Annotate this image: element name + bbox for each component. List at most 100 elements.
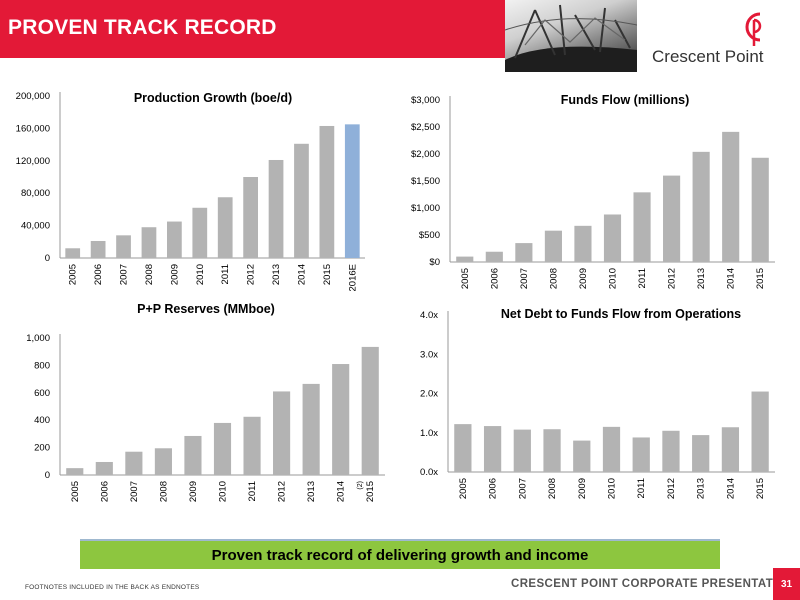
page-number: 31 [773, 568, 800, 600]
bar [116, 235, 131, 258]
x-tick-label: 2013 [696, 478, 707, 499]
y-tick-label: 3.0x [420, 349, 438, 360]
bar [574, 225, 592, 262]
x-tick-label: 2013 [306, 481, 317, 502]
x-tick-label: 2012 [246, 264, 257, 285]
bar [154, 448, 172, 475]
bar [66, 468, 84, 475]
x-tick-label: 2009 [578, 268, 589, 289]
chart-title: Net Debt to Funds Flow from Operations [501, 307, 741, 321]
x-tick-label: 2006 [93, 264, 104, 285]
bar [692, 435, 710, 472]
x-tick-label: 2006 [99, 481, 110, 502]
bar [456, 256, 474, 262]
y-tick-label: 800 [34, 360, 50, 371]
x-tick-label: 2012 [277, 481, 288, 502]
x-tick-label: 2005 [458, 478, 469, 499]
photo-graphic [505, 4, 637, 72]
y-tick-label: $3,000 [411, 95, 440, 106]
bar [217, 197, 233, 258]
footnote: FOOTNOTES INCLUDED IN THE BACK AS ENDNOT… [25, 584, 200, 591]
x-tick-label: 2005 [70, 481, 81, 502]
reserves-chart: P+P Reserves (MMboe) 0 200 400 600 800 1,000 20… [26, 302, 385, 502]
x-tick-label: 2009 [577, 478, 588, 499]
brand-name: Crescent Point [652, 47, 764, 66]
y-tick-label: $2,500 [411, 122, 440, 133]
x-tick-label: 2010 [218, 481, 229, 502]
funds-flow-chart: Funds Flow (millions) $0 $500 $1,000 $1,500 $… [411, 93, 775, 289]
x-tick-label: 2014 [296, 264, 307, 285]
bar [184, 435, 202, 475]
x-tick-label: 2006 [488, 478, 499, 499]
bar [90, 240, 106, 258]
net-debt-chart: Net Debt to Funds Flow from Operations 0.… [420, 307, 775, 499]
header-photo [505, 0, 637, 72]
bar [483, 426, 502, 472]
y-tick-label: $0 [429, 257, 440, 268]
callout-banner: Proven track record of delivering growth… [80, 539, 720, 569]
y-tick-label: 0 [45, 470, 50, 481]
bar [663, 175, 681, 262]
bar [544, 230, 562, 262]
y-tick-label: $1,500 [411, 176, 440, 187]
y-tick-label: 1,000 [26, 333, 50, 344]
bar [332, 364, 350, 475]
bar [515, 243, 533, 262]
callout-text: Proven track record of delivering growth… [211, 546, 589, 564]
x-tick-label: 2010 [607, 478, 618, 499]
x-tick-label: 2014 [336, 481, 347, 502]
x-tick-label: 2007 [119, 264, 130, 285]
x-tick-label: 2005 [68, 264, 79, 285]
bar [603, 214, 622, 262]
x-tick-label: 2015 [322, 264, 333, 285]
x-tick-label: 2008 [547, 478, 558, 499]
crescent-point-logo-icon [745, 12, 762, 46]
y-tick-label: $500 [419, 230, 440, 241]
x-tick-label: 2015 [755, 478, 766, 499]
y-tick-label: 4.0x [420, 310, 438, 321]
y-tick-label: 1.0x [420, 428, 438, 439]
bar [95, 461, 113, 475]
x-tick-label: 2008 [158, 481, 169, 502]
bar [485, 251, 503, 262]
chart-title: Funds Flow (millions) [561, 93, 689, 107]
x-tick-label: 2011 [247, 481, 258, 501]
y-tick-label: 0 [45, 253, 50, 264]
bar [662, 430, 680, 472]
annotation-label: (2) [357, 481, 364, 490]
x-tick-label: 2012 [666, 478, 677, 499]
bar [319, 125, 335, 258]
x-tick-label: 2012 [667, 268, 678, 289]
chart-title: Production Growth (boe/d) [134, 91, 292, 105]
x-tick-label: 2009 [188, 481, 199, 502]
bar [632, 437, 650, 472]
page-title: PROVEN TRACK RECORD [8, 16, 277, 39]
bar [294, 143, 309, 258]
x-tick-label: 2007 [129, 481, 140, 502]
bar [721, 427, 740, 472]
y-tick-label: 600 [34, 388, 50, 399]
y-tick-label: 40,000 [21, 221, 50, 232]
x-tick-label: 2009 [169, 264, 180, 285]
header-banner: PROVEN TRACK RECORD [0, 0, 505, 58]
x-tick-label: 2013 [696, 268, 707, 289]
bar [243, 416, 261, 475]
y-tick-label: 400 [34, 415, 50, 426]
bar [243, 177, 258, 258]
x-tick-label: 2015 [755, 268, 766, 289]
x-tick-label: 2005 [460, 268, 471, 289]
bar [692, 151, 710, 262]
bar [273, 391, 291, 475]
bar [167, 221, 182, 258]
x-tick-label: 2010 [608, 268, 619, 289]
y-tick-label: 200 [34, 443, 50, 454]
bar [454, 424, 472, 472]
x-tick-label: 2013 [271, 264, 282, 285]
y-tick-label: 160,000 [16, 123, 50, 134]
bar [268, 159, 284, 258]
x-tick-label: 2016E [347, 264, 358, 291]
x-tick-label: 2010 [195, 264, 206, 285]
y-tick-label: $1,000 [411, 203, 440, 214]
y-tick-label: 200,000 [16, 91, 50, 102]
x-tick-label: 2007 [517, 478, 528, 499]
